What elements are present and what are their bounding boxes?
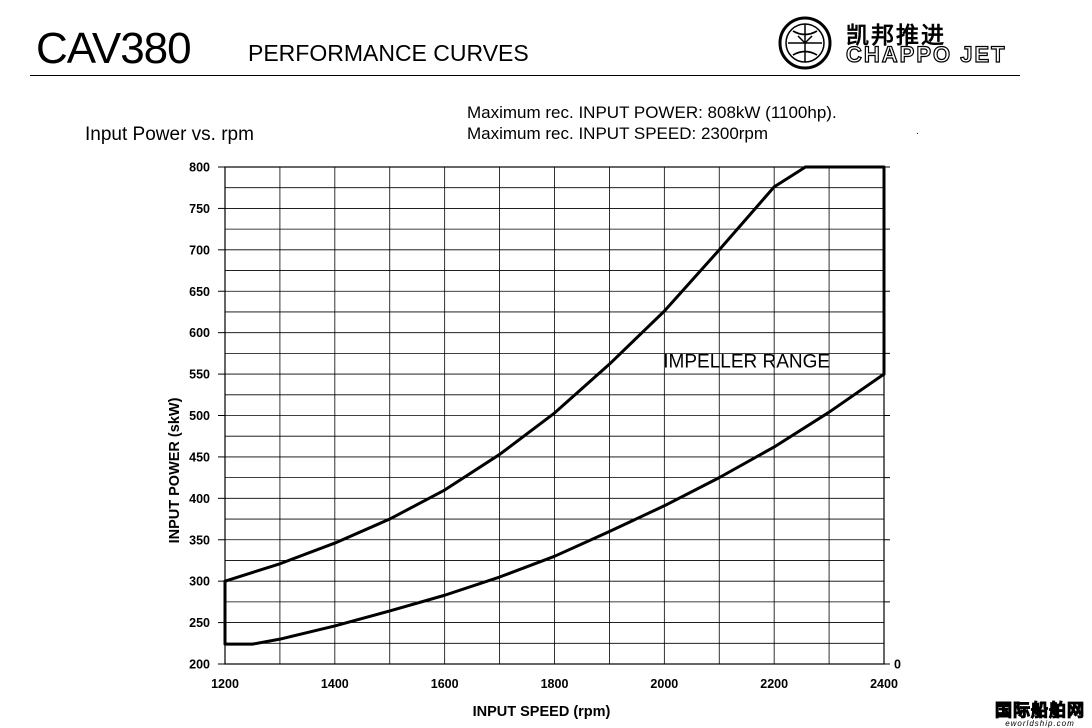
x-tick-label: 2200 — [760, 677, 788, 691]
watermark-url: eworldship.com — [1005, 719, 1075, 728]
right-axis-label: 0 — [894, 658, 901, 672]
right-edge-segment — [803, 165, 886, 376]
brand-logo: 凯邦推进 CHAPPO JET — [776, 14, 1016, 72]
y-tick-label: 700 — [189, 243, 210, 257]
stray-mark: . — [916, 126, 919, 137]
x-tick-label: 2000 — [650, 677, 678, 691]
model-name: CAV380 — [36, 24, 192, 73]
y-tick-label: 350 — [189, 533, 210, 547]
y-tick-label: 550 — [189, 368, 210, 382]
y-tick-label: 300 — [189, 575, 210, 589]
x-axis-label: INPUT SPEED (rpm) — [473, 704, 611, 720]
impeller-range-annotation: IMPELLER RANGE — [663, 351, 830, 372]
brand-emblem-icon — [778, 16, 832, 70]
x-tick-label: 1800 — [541, 677, 569, 691]
page-title: PERFORMANCE CURVES — [248, 40, 529, 66]
y-tick-label: 450 — [189, 450, 210, 464]
chart-subtitle: Input Power vs. rpm — [85, 124, 254, 145]
watermark: 国际船舶网 eworldship.com — [994, 696, 1086, 728]
label-layer: 200 250 300 350 400 450 500 550 600 650 700 750 800 0… — [167, 161, 901, 721]
max-speed-note: Maximum rec. INPUT SPEED: 2300rpm — [467, 124, 769, 143]
y-tick-label: 250 — [189, 616, 210, 630]
logo-chinese-text: 凯邦推进 — [846, 23, 946, 49]
y-tick-label: 800 — [189, 161, 210, 175]
x-tick-label: 1200 — [211, 677, 239, 691]
x-tick-label: 1400 — [321, 677, 349, 691]
y-tick-label: 600 — [189, 326, 210, 340]
grid-layer — [218, 166, 890, 665]
y-tick-label: 200 — [189, 658, 210, 672]
y-tick-label: 500 — [189, 409, 210, 423]
logo-english-text: CHAPPO JET — [845, 41, 1007, 67]
upper-boundary-curve — [223, 165, 807, 583]
y-tick-label: 400 — [189, 492, 210, 506]
left-edge-segment — [223, 579, 254, 646]
x-tick-label: 2400 — [870, 677, 898, 691]
max-power-note: Maximum rec. INPUT POWER: 808kW (1100hp)… — [467, 103, 837, 122]
y-tick-label: 750 — [189, 202, 210, 216]
header-divider — [30, 75, 1020, 76]
y-tick-label: 650 — [189, 285, 210, 299]
y-axis-label: INPUT POWER (skW) — [167, 397, 183, 543]
lower-boundary-curve — [250, 372, 886, 646]
series-layer — [223, 165, 886, 646]
x-tick-label: 1600 — [431, 677, 459, 691]
watermark-chinese: 国际船舶网 — [995, 701, 1085, 722]
